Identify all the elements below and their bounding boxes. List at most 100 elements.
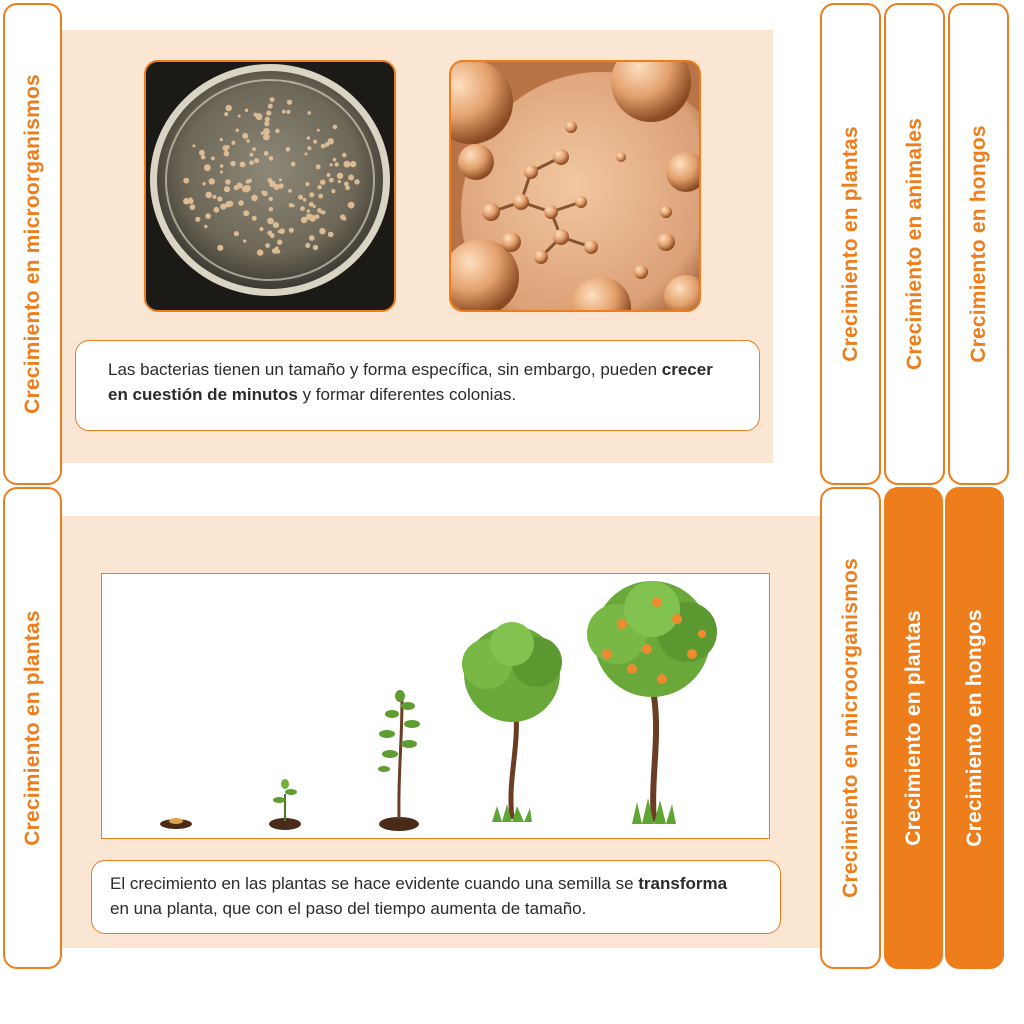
fungal-spheres-image [449, 60, 701, 312]
bacterial-colony [264, 121, 270, 127]
bacterial-colony [259, 226, 264, 232]
bacterial-colony [263, 128, 270, 135]
sprout-stage [269, 779, 301, 830]
tab-plants-left[interactable]: Crecimiento en plantas [3, 487, 62, 969]
tab-fungi-right-top[interactable]: Crecimiento en hongos [948, 3, 1009, 485]
bacterial-colony [304, 152, 308, 156]
petri-dish-image [144, 60, 396, 312]
bacterial-colony [252, 147, 256, 152]
tab-plants-right-bottom[interactable]: Crecimiento en plantas [884, 487, 943, 969]
bacterial-colony [290, 161, 296, 167]
bacterial-colony [329, 177, 334, 183]
bacterial-colony [192, 144, 196, 148]
bacterial-colony [263, 151, 269, 156]
tab-animals-right-top[interactable]: Crecimiento en animales [884, 3, 945, 485]
bacterial-colony [268, 207, 274, 212]
bacterial-colony [212, 194, 217, 199]
tab-microorganisms-left[interactable]: Crecimiento en microorganismos [3, 3, 62, 485]
bacterial-colony [286, 109, 291, 114]
bacterial-colony [233, 185, 239, 191]
bacterial-colony [205, 191, 212, 199]
bacterial-colony [334, 162, 339, 167]
bacterial-colony [233, 231, 239, 237]
tab-label: Crecimiento en hongos [966, 125, 990, 363]
bacterial-colony [189, 204, 196, 211]
bacterial-colony [204, 164, 211, 172]
bacterial-colony [245, 179, 250, 184]
tab-label: Crecimiento en microorganismos [20, 74, 44, 414]
bacterial-colony [288, 203, 294, 208]
bacterial-colony [332, 124, 338, 130]
bacterial-colony [315, 164, 321, 170]
bacterial-colony [332, 157, 337, 162]
bacterial-colony [342, 152, 347, 158]
tab-label: Crecimiento en plantas [20, 610, 44, 846]
bacterial-colony [255, 113, 263, 121]
bacterial-colony [305, 242, 311, 248]
bacterial-colony [230, 160, 236, 167]
bacterial-colony [300, 206, 305, 212]
bacterial-colony [320, 179, 326, 185]
tab-label: Crecimiento en hongos [962, 609, 986, 847]
bacterial-colony [308, 235, 315, 241]
bacterial-colony [300, 216, 308, 224]
bacterial-colony [320, 210, 324, 214]
bacterial-colony [279, 178, 282, 182]
bacterial-colony [271, 248, 278, 254]
bacterial-colony [267, 230, 273, 236]
bacterial-colony [224, 112, 229, 117]
caption-text: Las bacterias tienen un tamaño y forma e… [108, 360, 662, 379]
bacterial-colony [337, 179, 341, 184]
bacterial-colony [312, 244, 319, 251]
bacterial-colony [345, 185, 350, 191]
bacterial-colony [267, 178, 273, 183]
bacterial-colony [243, 210, 250, 217]
bacterial-colony [242, 132, 249, 139]
bacterial-colony [281, 109, 286, 114]
bacterial-colony [318, 193, 324, 199]
bacterial-colony [249, 152, 254, 157]
bacterial-colony [277, 239, 283, 245]
microorganisms-caption: Las bacterias tienen un tamaño y forma e… [75, 340, 760, 431]
tab-fungi-right-bottom[interactable]: Crecimiento en hongos [945, 487, 1004, 969]
bacterial-colony [326, 173, 331, 177]
fruit-tree-stage [587, 581, 717, 824]
bacterial-colony [286, 99, 293, 105]
bacterial-colony [225, 104, 232, 112]
bacterial-colony [309, 192, 315, 198]
young-tree-stage [462, 622, 562, 822]
bacterial-colony [267, 103, 273, 109]
bacterial-colony [278, 183, 284, 189]
bacterial-colony [306, 209, 310, 213]
bacterial-colony [312, 204, 316, 209]
bacterial-colony [225, 201, 232, 208]
bacterial-colony [302, 198, 307, 202]
bacterial-colony [339, 174, 344, 178]
caption-text-end: y formar diferentes colonias. [297, 385, 517, 404]
bacterial-colony [219, 170, 223, 174]
bacterial-colony [265, 243, 270, 248]
bacterial-colony [211, 156, 215, 161]
bacterial-colony [199, 149, 205, 156]
bacterial-colony [223, 186, 231, 193]
bacterial-colony [307, 111, 312, 115]
seed-stage [160, 818, 192, 829]
bacterial-colony [268, 156, 274, 161]
bacterial-colony [254, 158, 260, 164]
tab-plants-right-top[interactable]: Crecimiento en plantas [820, 3, 881, 485]
bacterial-colony [237, 114, 241, 118]
tab-microorganisms-right-bottom[interactable]: Crecimiento en microorganismos [820, 487, 881, 969]
bacterial-colony [307, 146, 312, 151]
bacterial-colony [260, 131, 264, 135]
bacterial-colony [285, 146, 291, 152]
bacterial-colony [208, 178, 214, 184]
bacterial-colony [204, 224, 208, 229]
bacterial-colony [183, 197, 190, 205]
bacterial-colony [244, 108, 249, 112]
caption-text-end: en una planta, que con el paso del tiemp… [110, 899, 587, 918]
bacterial-colony [277, 229, 281, 234]
bacterial-colony [279, 228, 285, 235]
bacterial-colony [288, 189, 292, 193]
bacterial-colony [324, 142, 330, 147]
bacterial-colony [305, 213, 313, 220]
